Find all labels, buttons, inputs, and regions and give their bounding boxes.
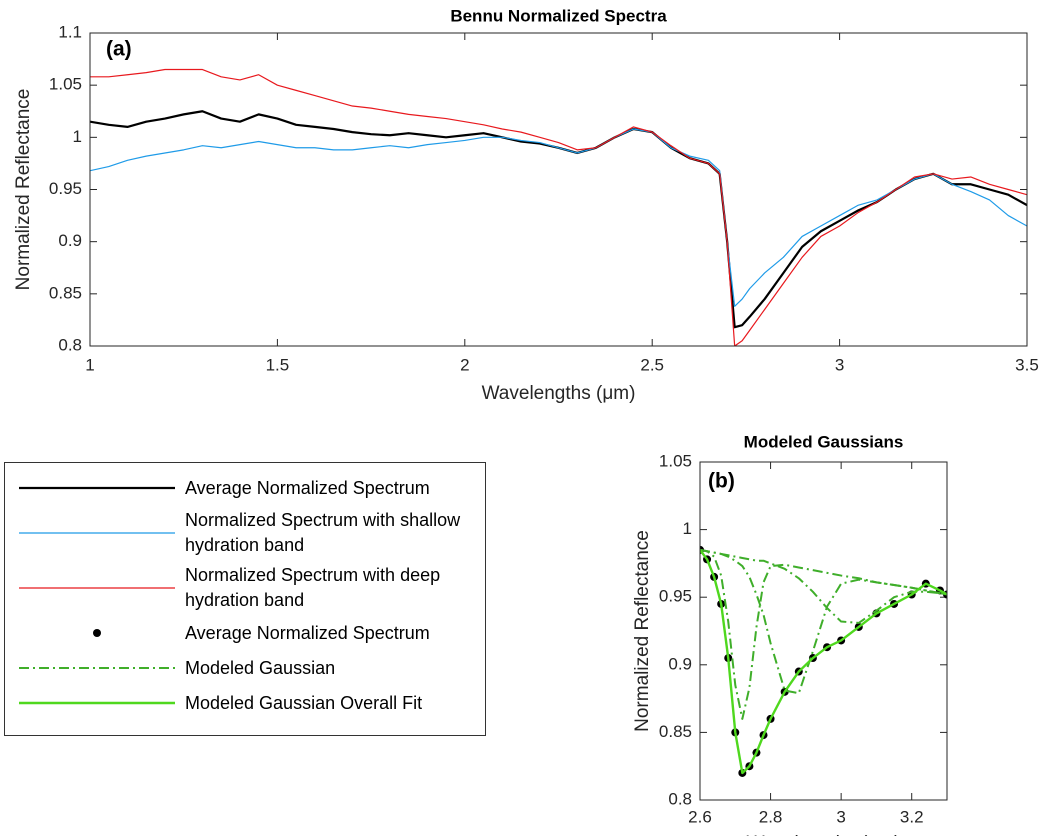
plot-area [700,462,947,800]
y-axis-label: Normalized Reflectance [632,530,653,732]
axes-box [699,461,948,801]
x-tick-label: 2.6 [688,807,712,826]
x-tick-label: 1 [85,355,94,374]
legend-label: Modeled Gaussian [185,657,336,678]
legend-entry: Normalized Spectrum with shallow hydrati… [5,508,485,558]
y-tick-label: 0.95 [49,179,82,198]
series-line [700,549,947,775]
x-tick-label: 1.5 [266,355,290,374]
y-tick-label: 0.9 [668,654,692,673]
x-tick-label: 3 [836,807,845,826]
legend-label: Average Normalized Spectrum [185,477,430,498]
legend-swatch [19,532,175,534]
legend-label: Modeled Gaussian Overall Fit [185,692,423,713]
legend-entry: Modeled Gaussian Overall Fit [5,688,485,718]
legend-label: Normalized Spectrum with deep hydration … [185,565,441,610]
x-axis-label: Wavelengths (μm) [747,833,901,836]
chart-title: Modeled Gaussians [744,432,904,451]
y-tick-label: 0.8 [58,335,82,354]
legend-entry: Average Normalized Spectrum [5,618,485,648]
x-tick-label: 3 [835,355,844,374]
legend: Average Normalized Spectrum Normalized Sp… [4,462,486,736]
plot-marks [90,68,1027,346]
y-tick-label: 1.05 [659,451,692,470]
x-tick-label: 2.5 [640,355,664,374]
legend-entry: Modeled Gaussian [5,653,485,683]
series-line [90,128,1027,307]
y-tick-label: 0.85 [49,283,82,302]
x-tick-label: 2.8 [759,807,783,826]
y-tick-label: 1.1 [58,22,82,41]
legend-entry: Average Normalized Spectrum [5,473,485,503]
axes-box [89,32,1028,347]
legend-swatch [19,667,175,669]
panel-label: (a) [106,38,132,61]
series-line [700,548,947,720]
series-line [700,548,947,624]
y-tick-label: 0.95 [659,587,692,606]
y-tick-label: 0.8 [668,789,692,808]
legend-swatch [93,629,101,637]
series-line [90,68,1027,346]
panel-label: (b) [708,470,735,493]
plot-area [90,33,1027,346]
legend-label: Average Normalized Spectrum [185,622,430,643]
y-tick-label: 1.05 [49,75,82,94]
chart-title: Bennu Normalized Spectra [450,6,667,25]
x-axis-label: Wavelengths (μm) [482,383,636,404]
y-tick-label: 0.9 [58,231,82,250]
x-tick-label: 3.5 [1015,355,1039,374]
y-tick-label: 0.85 [659,722,692,741]
y-axis-label: Normalized Reflectance [13,89,34,291]
legend-swatch [19,587,175,589]
legend-swatch [19,486,175,490]
legend-entry: Normalized Spectrum with deep hydration … [5,563,485,613]
legend-swatch [19,701,175,705]
legend-marker [93,629,101,637]
y-tick-label: 1 [683,519,692,538]
x-tick-label: 3.2 [900,807,924,826]
plot-marks [700,545,947,777]
x-tick-label: 2 [460,355,469,374]
y-tick-label: 1 [73,127,82,146]
legend-label: Normalized Spectrum with shallow hydrati… [185,510,461,555]
